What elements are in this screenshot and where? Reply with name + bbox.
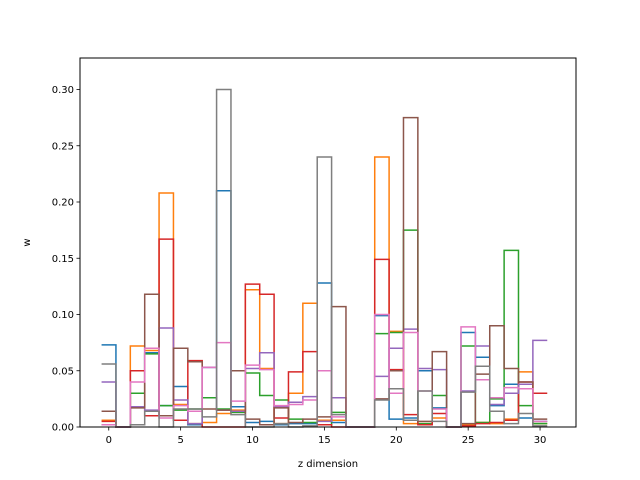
series-5-step-line <box>101 327 548 428</box>
x-tick-label: 10 <box>246 435 259 446</box>
series-1-step-line <box>101 190 548 428</box>
x-tick-label: 5 <box>177 435 183 446</box>
y-axis-label: w <box>22 238 33 246</box>
series-2-step-line <box>101 156 548 428</box>
x-tick-label: 30 <box>534 435 547 446</box>
y-tick-label: 0.15 <box>52 254 74 265</box>
y-tick-label: 0.05 <box>52 366 74 377</box>
y-tick-label: 0.20 <box>52 198 74 209</box>
y-tick-label: 0.30 <box>52 85 74 96</box>
y-tick-label: 0.25 <box>52 141 74 152</box>
x-axis: 0 5 10 15 20 25 30 <box>106 427 547 446</box>
x-tick-label: 15 <box>318 435 331 446</box>
series-6-step-line <box>101 116 548 428</box>
x-tick-label: 25 <box>462 435 475 446</box>
x-tick-label: 20 <box>390 435 403 446</box>
x-tick-label: 0 <box>106 435 112 446</box>
y-axis: 0.00 0.05 0.10 0.15 0.20 0.25 0.30 <box>52 85 80 434</box>
x-axis-label: z dimension <box>298 459 358 470</box>
plot-frame <box>79 57 577 428</box>
series-7-step-line <box>101 313 548 428</box>
series-4-step-line <box>101 238 548 428</box>
y-tick-label: 0.10 <box>52 310 74 321</box>
series-layer <box>101 88 548 428</box>
series-8-step-line <box>101 88 548 428</box>
y-tick-label: 0.00 <box>52 423 74 434</box>
